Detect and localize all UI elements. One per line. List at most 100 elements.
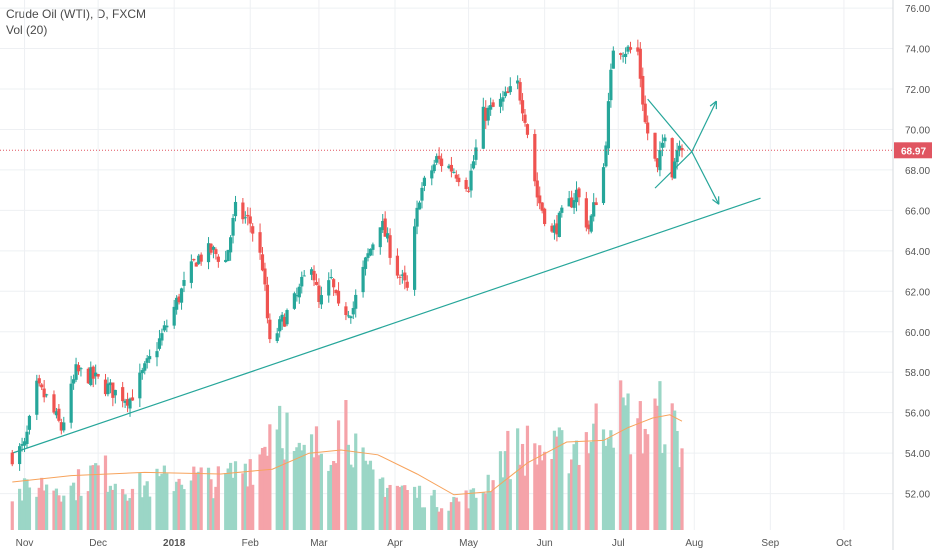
x-tick-label: Aug [685, 538, 703, 549]
candle-body [366, 253, 370, 258]
candle-body [655, 158, 660, 168]
volume-bar [506, 430, 510, 530]
candle-body [260, 254, 265, 271]
symbol-title: Crude Oil (WTI), D, FXCM [6, 7, 146, 21]
candle-body [484, 107, 488, 121]
candle-body [413, 226, 417, 290]
candle-body [241, 202, 245, 220]
y-tick-label: 58.00 [905, 368, 930, 379]
support-trendline [12, 197, 761, 454]
volume-bar [334, 463, 338, 530]
volume-bar [386, 487, 390, 530]
candle-body [243, 217, 247, 219]
volume-indicator-label: Vol (20) [6, 23, 48, 37]
volume-bar [653, 398, 657, 530]
candle-body [125, 399, 130, 406]
volume-bar [447, 510, 451, 530]
candle-body [518, 82, 522, 101]
candle-body [677, 145, 682, 151]
candle-body [525, 124, 530, 135]
volume-bar [363, 460, 368, 530]
volume-bar [260, 447, 265, 530]
candle-body [432, 164, 436, 172]
candle-body [351, 308, 355, 315]
volume-bar [491, 480, 495, 530]
volume-bar [148, 496, 152, 530]
drawing-annotations[interactable] [12, 98, 761, 454]
volume-bar [670, 403, 674, 530]
volume-bar [535, 464, 539, 530]
candle-body [449, 164, 454, 172]
volume-bar [587, 453, 591, 530]
volume-bar [251, 484, 255, 530]
candle-body [175, 297, 179, 310]
volume-bar [430, 495, 434, 530]
candle-body [609, 69, 613, 101]
last-price-tag-bg [894, 142, 932, 159]
candle-body [628, 47, 633, 50]
candle-body [673, 161, 677, 179]
candle-body [611, 50, 615, 69]
candle-body [292, 293, 296, 309]
candle-body [400, 274, 404, 276]
candle-body [570, 197, 574, 208]
x-tick-label: May [459, 538, 478, 549]
volume-bar [37, 487, 41, 530]
candle-body [206, 243, 211, 263]
candle-body [346, 315, 350, 317]
y-tick-label: 66.00 [905, 206, 930, 217]
volume-bar [518, 464, 522, 530]
candle-body [130, 397, 135, 401]
candle-body [280, 314, 284, 322]
grid [0, 0, 893, 530]
volume-bar [62, 495, 66, 530]
candle-body [128, 398, 132, 409]
candle-body [584, 198, 588, 228]
candle-body [182, 280, 186, 286]
candle-body [623, 53, 628, 58]
candle-body [592, 202, 596, 217]
volume-bar [128, 498, 132, 530]
volume-bar [91, 465, 95, 530]
candle-body [231, 217, 235, 236]
candle-body [229, 237, 233, 253]
volume-bar [130, 488, 135, 530]
volume-bar [609, 430, 613, 530]
volume-bar [329, 464, 333, 530]
volume-bar [449, 502, 454, 530]
volume-bar [71, 482, 76, 530]
candle-body [27, 415, 32, 430]
volume-moving-average-line [12, 414, 683, 496]
candle-body [383, 218, 387, 237]
candle-body [302, 275, 306, 277]
candle-body [503, 91, 507, 97]
volume-bar [297, 442, 301, 530]
x-tick-label: Dec [89, 538, 107, 549]
volume-bar [145, 481, 149, 530]
candle-body [378, 227, 382, 248]
volume-bar [540, 460, 544, 530]
candle-body [439, 158, 444, 167]
candle-body [111, 382, 115, 398]
candle-body [25, 431, 29, 445]
candle-body [437, 155, 441, 160]
y-tick-label: 72.00 [905, 85, 930, 96]
candle-body [403, 272, 407, 281]
candle-body [35, 380, 39, 415]
volume-bar [523, 475, 527, 530]
volume-bar [336, 420, 341, 530]
candle-body [103, 379, 108, 395]
candle-body [148, 356, 152, 360]
volume-bar [395, 485, 400, 530]
volume-bar [113, 483, 117, 530]
candle-body [469, 170, 473, 191]
candle-body [312, 270, 316, 281]
candle-body [430, 170, 434, 179]
last-price-tag: 68.97 [894, 142, 932, 159]
candle-body [86, 368, 90, 384]
volume-bar [263, 446, 267, 530]
candle-body [106, 383, 110, 395]
volume-bar [643, 428, 647, 530]
candle-body [535, 180, 539, 198]
